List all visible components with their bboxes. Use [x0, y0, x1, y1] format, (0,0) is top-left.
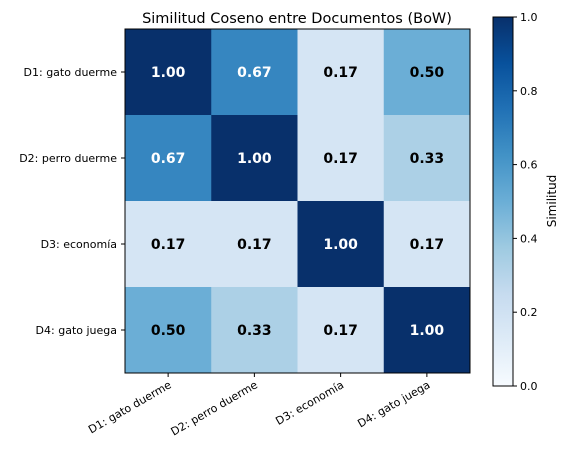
x-tick-label: D3: economía: [273, 378, 346, 427]
cell-value-label: 0.17: [323, 65, 358, 81]
cell-value-label: 0.17: [410, 237, 445, 253]
heatmap-cell: [383, 115, 471, 202]
chart-title: Similitud Coseno entre Documentos (BoW): [142, 11, 452, 27]
heatmap-cell: [125, 115, 212, 202]
cell-value-labels: 1.00 0.67 0.17 0.50 0.67 1.00 0.17 0.33 0.17 0.17…: [151, 65, 445, 339]
heatmap-cell: [125, 201, 212, 288]
cell-value-label: 0.67: [237, 65, 272, 81]
heatmap-cell: [125, 29, 212, 116]
heatmap-cell: [297, 287, 385, 374]
heatmap-cell: [211, 287, 298, 374]
heatmap-cell: [211, 201, 298, 288]
y-tick-label: D4: gato juega: [36, 324, 117, 337]
cell-value-label: 0.50: [151, 323, 186, 339]
colorbar-tick-label: 0.6: [520, 159, 538, 172]
colorbar-ticks: 0.0 0.2 0.4 0.6 0.8 1.0: [513, 11, 538, 393]
heatmap-cell: [383, 201, 471, 288]
heatmap-cell: [297, 29, 385, 116]
x-tick-label: D1: gato duerme: [86, 378, 174, 436]
heatmap-cells: [125, 29, 471, 374]
heatmap-cell: [211, 29, 298, 116]
heatmap-cell: [383, 287, 471, 374]
x-tick-label: D2: perro duerme: [169, 378, 260, 438]
colorbar-tick-label: 0.8: [520, 85, 538, 98]
heatmap-cell: [297, 115, 385, 202]
colorbar-tick-label: 1.0: [520, 11, 538, 24]
plot-frame: [124, 28, 471, 374]
heatmap-cell: [125, 287, 212, 374]
heatmap-cell: [297, 201, 385, 288]
colorbar-tick-label: 0.2: [520, 306, 538, 319]
cell-value-label: 0.67: [151, 151, 186, 167]
cell-value-label: 0.33: [410, 151, 445, 167]
x-tick-label: D4: gato juega: [355, 378, 432, 430]
cell-value-label: 0.17: [151, 237, 186, 253]
heatmap-cell: [211, 115, 298, 202]
cell-value-label: 0.17: [237, 237, 272, 253]
colorbar: [492, 16, 514, 387]
cell-value-label: 0.17: [323, 151, 358, 167]
cell-value-label: 1.00: [151, 65, 186, 81]
heatmap-cell: [383, 29, 471, 116]
cell-value-label: 0.33: [237, 323, 272, 339]
cell-value-label: 0.50: [410, 65, 445, 81]
cell-value-label: 1.00: [323, 237, 358, 253]
colorbar-label: Similitud: [545, 175, 559, 228]
cell-value-label: 1.00: [410, 323, 445, 339]
cell-value-label: 0.17: [323, 323, 358, 339]
y-axis: D1: gato duerme D2: perro duerme D3: econo…: [19, 66, 125, 337]
colorbar-tick-label: 0.0: [520, 380, 538, 393]
y-tick-label: D2: perro duerme: [19, 152, 117, 165]
cell-value-label: 1.00: [237, 151, 272, 167]
colorbar-tick-label: 0.4: [520, 232, 538, 245]
y-tick-label: D3: economía: [41, 238, 117, 251]
y-tick-label: D1: gato duerme: [24, 66, 118, 79]
